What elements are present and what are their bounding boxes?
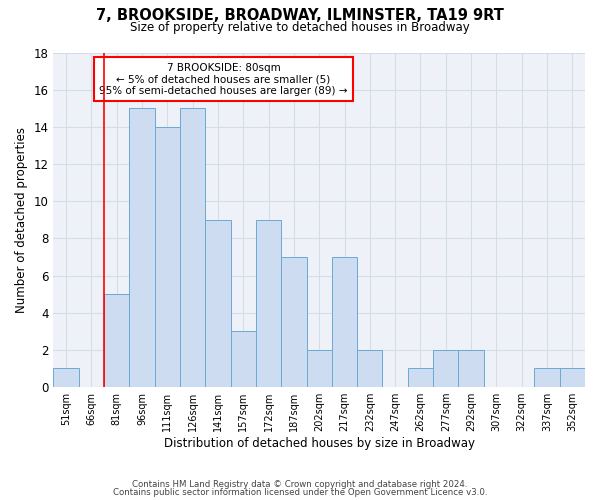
Bar xyxy=(130,108,155,387)
Bar xyxy=(53,368,79,387)
Y-axis label: Number of detached properties: Number of detached properties xyxy=(15,127,28,313)
Text: Size of property relative to detached houses in Broadway: Size of property relative to detached ho… xyxy=(130,21,470,34)
Text: Contains HM Land Registry data © Crown copyright and database right 2024.: Contains HM Land Registry data © Crown c… xyxy=(132,480,468,489)
Bar xyxy=(230,332,256,387)
X-axis label: Distribution of detached houses by size in Broadway: Distribution of detached houses by size … xyxy=(164,437,475,450)
Bar xyxy=(104,294,130,387)
Bar xyxy=(155,127,180,387)
Bar xyxy=(408,368,433,387)
Bar xyxy=(180,108,205,387)
Bar xyxy=(281,257,307,387)
Bar xyxy=(332,257,357,387)
Bar xyxy=(205,220,230,387)
Bar xyxy=(458,350,484,387)
Bar xyxy=(433,350,458,387)
Bar xyxy=(357,350,382,387)
Text: 7 BROOKSIDE: 80sqm
← 5% of detached houses are smaller (5)
95% of semi-detached : 7 BROOKSIDE: 80sqm ← 5% of detached hous… xyxy=(99,62,348,96)
Bar xyxy=(560,368,585,387)
Bar xyxy=(256,220,281,387)
Bar xyxy=(307,350,332,387)
Text: 7, BROOKSIDE, BROADWAY, ILMINSTER, TA19 9RT: 7, BROOKSIDE, BROADWAY, ILMINSTER, TA19 … xyxy=(96,8,504,22)
Text: Contains public sector information licensed under the Open Government Licence v3: Contains public sector information licen… xyxy=(113,488,487,497)
Bar xyxy=(535,368,560,387)
